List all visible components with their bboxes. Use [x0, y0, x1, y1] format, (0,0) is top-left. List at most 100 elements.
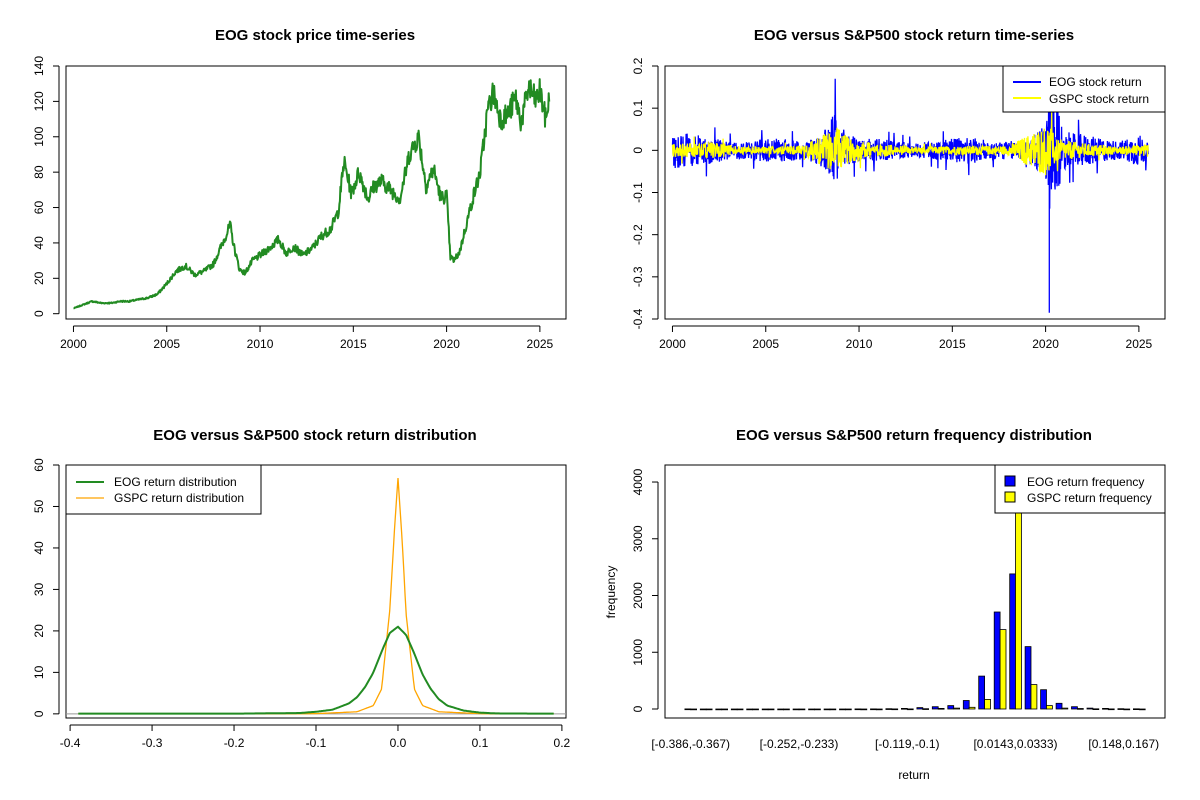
returns-x-tick-label: 2015: [939, 337, 966, 351]
returns-x-tick-label: 2000: [659, 337, 686, 351]
eog-frequency-bar: [730, 708, 738, 711]
eog-frequency-bar: [978, 675, 986, 710]
eog-frequency-bar: [993, 611, 1001, 710]
eog-hist-legend-label: EOG return frequency: [1027, 475, 1144, 489]
eog-frequency-bar: [962, 700, 970, 710]
gspc-frequency-bar: [845, 708, 852, 711]
eog-frequency-bar: [839, 708, 846, 711]
gspc-frequency-bar: [968, 706, 976, 710]
eog-frequency-bar: [1133, 708, 1140, 710]
hist-title: EOG versus S&P500 return frequency distr…: [736, 427, 1092, 444]
gspc-legend-label: GSPC stock return: [1049, 92, 1149, 106]
eog-legend-label: EOG stock return: [1049, 75, 1142, 89]
returns-y-tick-label: 0.2: [631, 57, 645, 74]
density-y-tick-label: 20: [32, 624, 46, 638]
price-y-tick-label: 60: [32, 201, 46, 215]
returns-plot-frame: [664, 65, 1166, 320]
price-x-tick-label: 2025: [527, 337, 554, 351]
density-x-axis: -0.4 -0.3 -0.2 -0.1 0.0 0.1 0.2: [60, 724, 571, 750]
gspc-frequency-bar: [984, 699, 991, 710]
density-x-tick-label: -0.3: [142, 736, 163, 750]
gspc-frequency-bar: [690, 708, 698, 711]
eog-density-curve: [78, 625, 554, 715]
eog-frequency-bar: [823, 708, 831, 711]
gspc-frequency-bar: [705, 708, 713, 711]
hist-legend-box: [994, 464, 1166, 514]
price-y-axis: 0 20 40 60 80 100 120 140: [32, 56, 60, 317]
eog-frequency-bar: [684, 708, 692, 711]
eog-frequency-bar: [854, 708, 862, 711]
hist-plot-frame: [664, 464, 1166, 719]
gspc-hist-legend-swatch: [1004, 491, 1016, 503]
hist-legend: EOG return frequency GSPC return frequen…: [994, 464, 1166, 514]
price-series-line: [73, 78, 551, 310]
returns-y-tick-label: -0.1: [631, 182, 645, 203]
eog-frequency-bar: [931, 706, 939, 710]
price-y-tick-label: 80: [32, 165, 46, 179]
hist-x-tick-label: [-0.386,-0.367): [651, 737, 730, 751]
gspc-frequency-bar: [999, 629, 1007, 710]
price-x-axis: 2000 2005 2010 2015 2020 2025: [60, 325, 554, 351]
eog-frequency-bar: [1009, 573, 1017, 710]
gspc-frequency-bar: [1123, 708, 1131, 711]
hist-y-tick-label: 1000: [631, 639, 645, 666]
density-x-tick-label: -0.2: [224, 736, 245, 750]
returns-x-tick-label: 2005: [752, 337, 779, 351]
eog-frequency-bar: [870, 708, 877, 711]
returns-y-tick-label: -0.4: [631, 308, 645, 329]
density-y-tick-label: 10: [32, 665, 46, 679]
returns-title: EOG versus S&P500 stock return time-seri…: [754, 27, 1074, 44]
gspc-hist-legend-label: GSPC return frequency: [1027, 491, 1152, 505]
price-plot-frame: [65, 65, 567, 320]
density-x-tick-label: 0.2: [554, 736, 571, 750]
gspc-frequency-bar: [1077, 708, 1084, 710]
eog-frequency-bar: [699, 708, 707, 711]
eog-frequency-bar: [777, 708, 785, 711]
density-legend: EOG return distribution GSPC return dist…: [65, 464, 262, 515]
gspc-frequency-bar: [829, 708, 837, 711]
returns-y-tick-label: -0.3: [631, 266, 645, 287]
hist-x-tick-label: [-0.252,-0.233): [760, 737, 839, 751]
price-y-tick-label: 120: [32, 91, 46, 111]
density-panel: EOG versus S&P500 stock return distribut…: [32, 427, 571, 750]
density-y-tick-label: 40: [32, 541, 46, 555]
density-title: EOG versus S&P500 stock return distribut…: [153, 427, 476, 444]
price-x-tick-label: 2020: [433, 337, 460, 351]
returns-legend-box: [1002, 65, 1166, 113]
returns-y-tick-label: -0.2: [631, 224, 645, 245]
eog-frequency-bar: [1102, 708, 1109, 710]
returns-y-tick-label: 0: [631, 147, 645, 154]
gspc-frequency-bar: [1030, 684, 1038, 710]
returns-x-tick-label: 2010: [846, 337, 873, 351]
price-x-tick-label: 2005: [153, 337, 180, 351]
density-x-tick-label: -0.4: [60, 736, 81, 750]
hist-y-tick-label: 2000: [631, 582, 645, 609]
price-y-tick-label: 0: [32, 310, 46, 317]
hist-y-axis: 0 1000 2000 3000 4000: [631, 468, 659, 712]
hist-x-tick-label: [0.148,0.167): [1088, 737, 1159, 751]
eog-frequency-bar: [808, 708, 815, 711]
returns-legend: EOG stock return GSPC stock return: [1002, 65, 1166, 113]
eog-frequency-bar: [1086, 707, 1094, 710]
gspc-frequency-bar: [752, 708, 759, 711]
eog-frequency-bar: [761, 708, 769, 711]
hist-y-tick-label: 0: [631, 705, 645, 712]
eog-frequency-bar: [1055, 702, 1063, 710]
hist-y-tick-label: 3000: [631, 525, 645, 552]
density-y-tick-label: 0: [32, 710, 46, 717]
hist-x-axis-label: return: [898, 768, 929, 782]
gspc-frequency-bar: [1061, 707, 1069, 710]
price-title: EOG stock price time-series: [215, 27, 415, 44]
gspc-frequency-bar: [814, 708, 821, 711]
gspc-frequency-bar: [1107, 708, 1115, 711]
hist-x-axis: [-0.386,-0.367) [-0.252,-0.233) [-0.119,…: [651, 737, 1159, 751]
returns-x-tick-label: 2025: [1126, 337, 1153, 351]
eog-frequency-bar: [715, 708, 723, 711]
eog-frequency-bar: [1024, 646, 1032, 710]
gspc-frequency-bar: [922, 708, 930, 710]
returns-x-axis: 2000 2005 2010 2015 2020 2025: [659, 325, 1153, 351]
price-y-tick-label: 100: [32, 126, 46, 146]
eog-hist-legend-swatch: [1004, 475, 1016, 487]
density-plot-frame: [65, 464, 567, 719]
density-x-tick-label: -0.1: [306, 736, 327, 750]
